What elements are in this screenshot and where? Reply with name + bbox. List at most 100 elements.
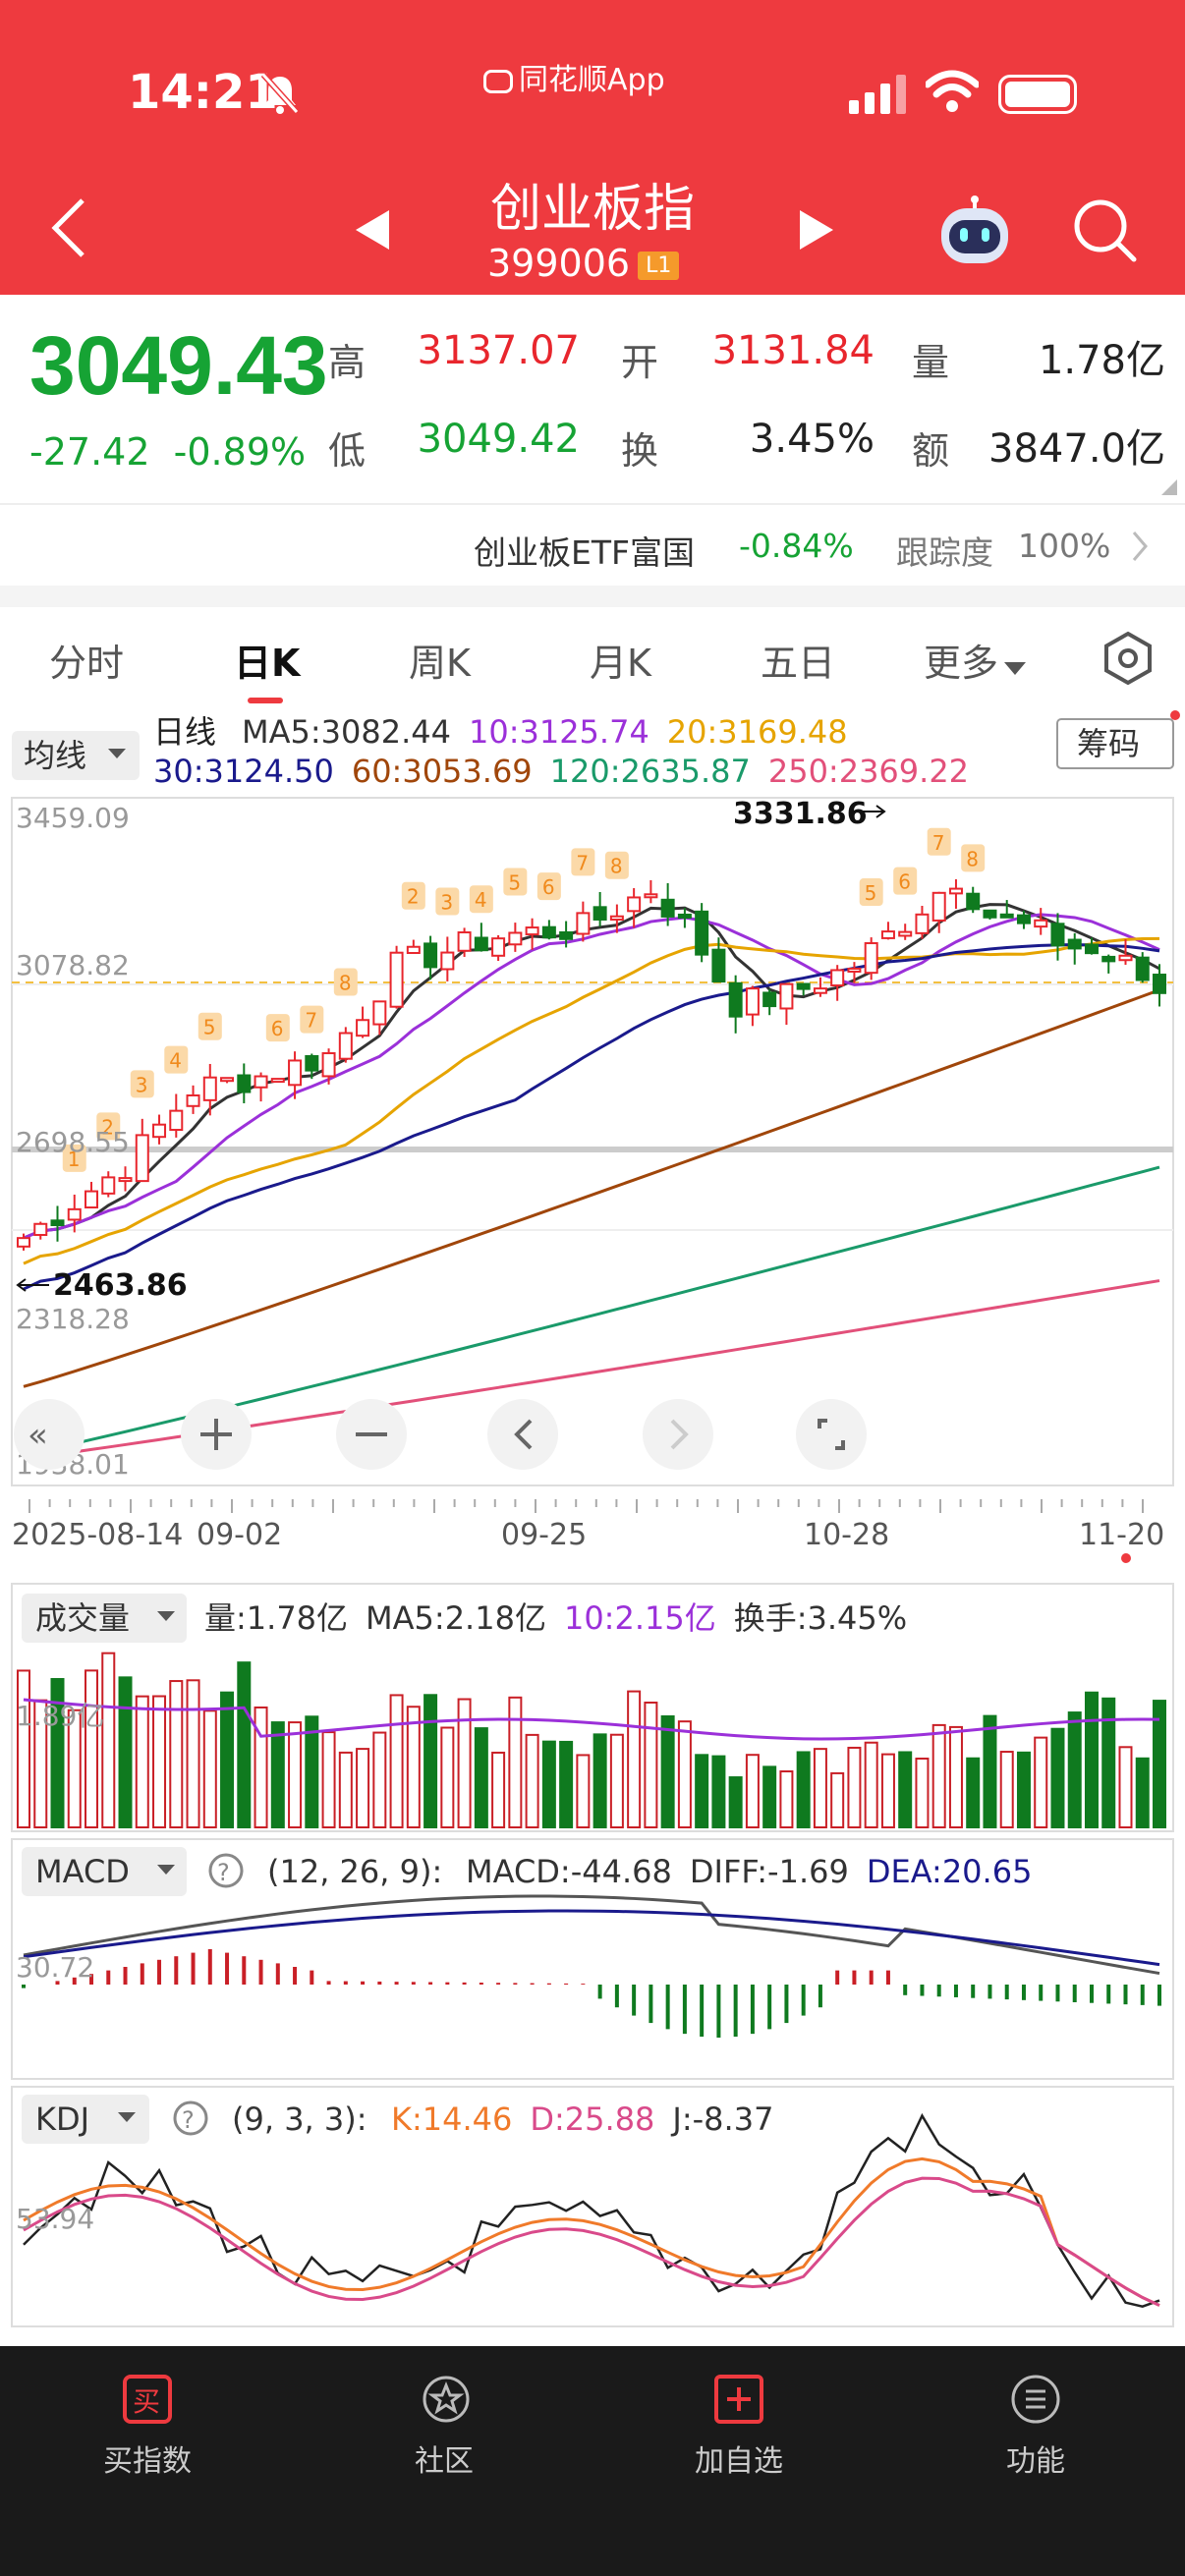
tab-weekly-k[interactable]: 周K xyxy=(409,642,471,685)
tab-monthly-k[interactable]: 月K xyxy=(590,642,651,685)
kdj-y-label: 53.94 xyxy=(16,2203,94,2235)
bell-muted-icon xyxy=(260,72,300,115)
td-mark-number: 2 xyxy=(407,885,420,909)
td-mark-number: 6 xyxy=(542,875,555,899)
tab-timeshare[interactable]: 分时 xyxy=(49,642,125,685)
volume-bar xyxy=(101,1652,116,1829)
candle-body xyxy=(983,909,997,919)
scroll-right-button[interactable] xyxy=(643,1399,713,1470)
volume-bar xyxy=(592,1733,607,1828)
volume-bar xyxy=(186,1679,200,1828)
td-mark xyxy=(604,851,629,879)
nav-buy-index[interactable]: 买 买指数 xyxy=(49,2364,246,2480)
td-mark-number: 4 xyxy=(169,1049,182,1073)
period-label: 日线 xyxy=(153,713,216,751)
candle-body xyxy=(559,930,574,940)
nav-functions[interactable]: 功能 xyxy=(937,2364,1134,2480)
search-icon[interactable] xyxy=(1071,196,1138,263)
kdj-d-line xyxy=(23,2176,1160,2307)
macd-selector[interactable]: MACD xyxy=(22,1847,187,1896)
kdj-items-item: D:25.88 xyxy=(530,2100,654,2138)
tracking-value: 100% xyxy=(1018,527,1111,565)
kline-chart-area[interactable]: 均线 日线 MA5:3082.44 10:3125.74 20:3169.48 30… xyxy=(0,707,1185,2338)
volume-readouts: 量:1.78亿 MA5:2.18亿 10:2.15亿 换手:3.45% xyxy=(204,1599,907,1637)
volume-bar xyxy=(1034,1736,1048,1829)
candle-body xyxy=(898,930,913,937)
candle-body xyxy=(948,887,963,895)
candle-body xyxy=(695,910,709,956)
nav-add-watchlist[interactable]: 加自选 xyxy=(641,2364,837,2480)
candle-body xyxy=(1084,943,1099,955)
nav-community[interactable]: 社区 xyxy=(346,2364,542,2480)
candle-body xyxy=(796,982,811,990)
chip-button[interactable]: 筹码 xyxy=(1056,718,1174,769)
candle-body xyxy=(1135,956,1150,981)
stock-name: 创业板指 xyxy=(489,180,695,239)
candle-body xyxy=(1101,955,1116,963)
expand-corner-icon[interactable] xyxy=(1161,479,1177,495)
candle-body xyxy=(541,925,556,939)
robot-assistant-icon[interactable] xyxy=(935,195,1014,269)
candle-body xyxy=(525,926,539,936)
ma-60-line xyxy=(23,988,1160,1388)
community-icon xyxy=(423,2376,470,2423)
td-mark xyxy=(401,881,425,910)
macd-items-item: MACD:-44.68 xyxy=(466,1853,672,1890)
kdj-selector[interactable]: KDJ xyxy=(22,2095,149,2144)
header: 14:21 同花顺App 创业板指 399006 L1 xyxy=(0,0,1185,295)
candle-body xyxy=(186,1093,200,1107)
candle-body xyxy=(1067,938,1082,950)
candle-body xyxy=(762,991,777,1008)
macd-frame xyxy=(11,1838,1174,2080)
td-mark xyxy=(333,968,358,996)
volume-bars xyxy=(17,1652,1166,1829)
candle-body xyxy=(491,937,506,957)
back-icon[interactable] xyxy=(49,196,88,259)
scroll-left-button[interactable] xyxy=(487,1399,558,1470)
td-mark-number: 3 xyxy=(440,891,453,915)
dea-line xyxy=(23,1909,1160,1967)
volume-selector[interactable]: 成交量 xyxy=(22,1594,187,1643)
volume-bar xyxy=(728,1776,743,1829)
tab-five-day[interactable]: 五日 xyxy=(761,642,836,685)
ma-selector[interactable]: 均线 xyxy=(12,731,140,780)
volume-bar xyxy=(202,1709,217,1828)
next-stock-icon[interactable] xyxy=(800,210,833,250)
zoom-in-button[interactable] xyxy=(181,1399,252,1470)
volume-bar xyxy=(474,1727,488,1828)
tab-more[interactable]: 更多 xyxy=(924,633,1027,687)
svg-text:MACD: MACD xyxy=(35,1853,130,1890)
zoom-out-button[interactable] xyxy=(336,1399,407,1470)
candle-body xyxy=(830,969,845,987)
candle-body xyxy=(270,1078,285,1084)
svg-text:筹码: 筹码 xyxy=(1077,725,1140,762)
candle-body xyxy=(135,1134,149,1183)
collapse-button[interactable]: « xyxy=(14,1399,85,1470)
etf-row[interactable]: 创业板ETF富国 -0.84% 跟踪度 100% xyxy=(0,503,1185,586)
settings-hex-icon[interactable] xyxy=(1100,631,1156,686)
app-name: 同花顺App xyxy=(483,55,665,98)
candle-body xyxy=(356,1019,370,1037)
fullscreen-button[interactable] xyxy=(796,1399,867,1470)
candle-body xyxy=(50,1219,65,1226)
volume-bar xyxy=(440,1726,455,1828)
status-time: 14:21 xyxy=(128,65,278,120)
candle-body xyxy=(169,1109,184,1132)
candle-body xyxy=(338,1032,353,1060)
td-mark-number: 7 xyxy=(932,831,945,855)
vol-items-item: 量:1.78亿 xyxy=(204,1599,348,1637)
td-mark-number: 7 xyxy=(305,1009,317,1033)
kdj-help-icon[interactable]: ? xyxy=(173,2100,208,2136)
td-mark-number: 2 xyxy=(101,1115,114,1139)
prev-stock-icon[interactable] xyxy=(356,210,389,250)
candle-body xyxy=(457,931,472,952)
volume-bar xyxy=(966,1757,981,1829)
tab-daily-k[interactable]: 日K xyxy=(234,642,301,685)
volume-bar xyxy=(50,1678,65,1828)
td-mark xyxy=(435,887,460,916)
macd-help-icon[interactable]: ? xyxy=(208,1853,244,1888)
volume-bar xyxy=(999,1751,1014,1828)
td-mark xyxy=(571,848,595,876)
candle-body xyxy=(1016,914,1031,924)
open-value: 3131.84 xyxy=(711,328,875,373)
